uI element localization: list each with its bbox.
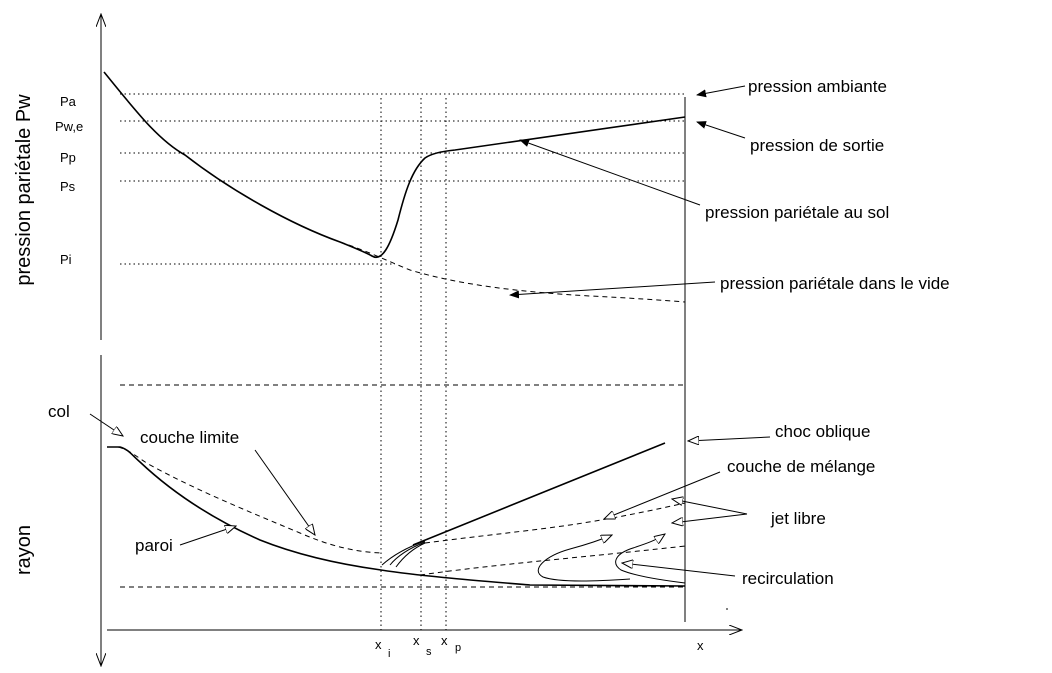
mixing-layer-curve: [424, 502, 686, 544]
tick-ps: Ps: [60, 179, 76, 194]
label-col: col: [48, 402, 70, 421]
inner-jet-boundary-curve: [419, 545, 686, 576]
tick-pa: Pa: [60, 94, 77, 109]
arrow-boundary-layer: [254, 449, 315, 535]
nozzle-schematic: [107, 384, 686, 588]
tick-xs-base: x: [413, 633, 420, 648]
radius-axis-label: rayon: [13, 525, 35, 575]
arrow-oblique-shock: [688, 437, 771, 441]
tick-xp-base: x: [441, 633, 448, 648]
x-tick-labels: x i x s x p x: [375, 632, 704, 660]
arrow-col: [89, 413, 123, 436]
nozzle-wall: [107, 446, 686, 587]
boundary-layer-curve: [117, 446, 383, 554]
arrow-ambient-pressure: [696, 85, 746, 98]
tick-xs: x s: [413, 632, 432, 658]
arrow-free-jet-lower: [672, 513, 748, 523]
oblique-shock-line: [412, 442, 666, 546]
tick-x: x: [697, 638, 704, 653]
label-ambient-pressure: pression ambiante: [748, 77, 887, 96]
arrow-mixing-layer: [604, 471, 721, 519]
label-exit-pressure: pression de sortie: [750, 136, 884, 155]
arrow-exit-pressure: [696, 121, 746, 139]
recirculation-loop-2: [615, 534, 686, 584]
tick-pwe: Pw,e: [55, 119, 83, 134]
tick-pp: Pp: [60, 150, 76, 165]
label-recirculation: recirculation: [742, 569, 834, 588]
label-wall: paroi: [135, 536, 173, 555]
separation-fan-line-2: [389, 541, 426, 566]
pressure-axis-label: pression pariétale Pw: [13, 94, 35, 286]
recirculation-loop-1: [537, 535, 631, 582]
axes: [101, 14, 742, 666]
tick-xi-base: x: [375, 637, 382, 652]
tick-xi-sub: i: [388, 648, 390, 660]
station-lines: [380, 98, 447, 630]
tick-xp-sub: p: [455, 642, 461, 654]
tick-pi: Pi: [60, 252, 72, 267]
tick-xi: x i: [375, 636, 390, 660]
top-annotations: pression ambiante pression de sortie pre…: [509, 77, 950, 299]
tick-xp: x p: [441, 632, 461, 654]
tick-xs-sub: s: [426, 646, 432, 658]
pressure-curves: [103, 71, 686, 303]
label-vacuum-wall-pressure: pression pariétale dans le vide: [720, 274, 950, 293]
arrow-recirculation: [622, 563, 736, 577]
label-oblique-shock: choc oblique: [775, 422, 870, 441]
label-mixing-layer: couche de mélange: [727, 457, 875, 476]
arrow-vacuum-wall-pressure: [509, 281, 716, 299]
label-free-jet: jet libre: [770, 509, 826, 528]
pressure-reference-lines: [120, 93, 685, 265]
pressure-tick-labels: Pa Pw,e Pp Ps Pi: [55, 94, 83, 267]
arrow-free-jet-upper: [672, 499, 748, 515]
label-boundary-layer: couche limite: [140, 428, 239, 447]
separation-fan-line-3: [395, 542, 426, 568]
ground-wall-pressure-curve: [103, 71, 686, 259]
bottom-annotations: col couche limite paroi choc oblique cou…: [48, 402, 875, 588]
arrow-ground-wall-pressure: [519, 139, 701, 206]
vacuum-wall-pressure-curve: [339, 241, 686, 303]
arrow-wall: [179, 526, 236, 546]
label-ground-wall-pressure: pression pariétale au sol: [705, 203, 889, 222]
